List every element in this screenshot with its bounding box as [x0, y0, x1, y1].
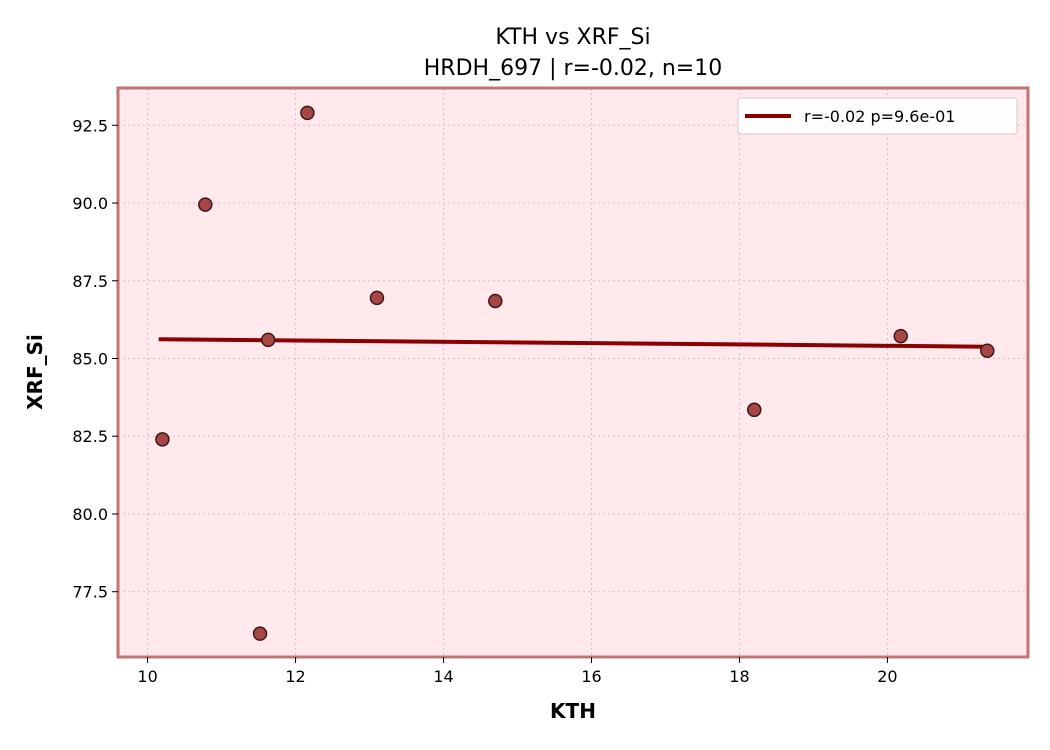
- x-tick-label: 12: [285, 667, 305, 686]
- y-tick-label: 82.5: [72, 427, 108, 446]
- x-tick-label: 18: [729, 667, 749, 686]
- ticks: 10 12 14 16 18 20 77.5 80.0 82.5 85.0 87.5 90.0 92.5: [72, 116, 897, 686]
- plot-frame: [116, 86, 1030, 659]
- chart-title: KTH vs XRF_Si: [495, 25, 650, 50]
- legend-box: [737, 97, 1018, 135]
- data-point: [369, 290, 385, 306]
- x-tick-label: 16: [581, 667, 601, 686]
- x-tick-label: 10: [137, 667, 157, 686]
- data-point: [980, 343, 995, 358]
- data-point: [893, 328, 908, 344]
- legend: r=-0.02 p=9.6e-01: [737, 97, 1018, 135]
- plot-area: [118, 88, 1028, 657]
- y-axis-label: XRF_Si: [23, 334, 47, 410]
- y-tick-label: 90.0: [72, 194, 108, 213]
- grid: [118, 88, 1028, 657]
- data-point: [155, 432, 170, 447]
- y-tick-label: 85.0: [72, 350, 108, 369]
- data-point: [747, 402, 762, 418]
- trendline-layer: [158, 337, 988, 349]
- x-tick-label: 20: [877, 667, 897, 686]
- chart-subtitle: HRDH_697 | r=-0.02, n=10: [424, 56, 722, 81]
- data-point: [300, 105, 315, 121]
- data-point: [488, 293, 503, 309]
- trendline: [158, 337, 988, 349]
- y-tick-label: 80.0: [72, 505, 108, 524]
- data-point: [260, 332, 276, 348]
- y-tick-label: 77.5: [72, 583, 108, 602]
- y-tick-label: 92.5: [72, 116, 108, 135]
- x-tick-label: 14: [433, 667, 453, 686]
- data-point: [252, 626, 268, 641]
- points-layer: [155, 105, 995, 641]
- x-axis-label: KTH: [550, 699, 596, 723]
- legend-label: r=-0.02 p=9.6e-01: [804, 107, 955, 126]
- y-tick-label: 87.5: [72, 272, 108, 291]
- data-point: [198, 197, 213, 212]
